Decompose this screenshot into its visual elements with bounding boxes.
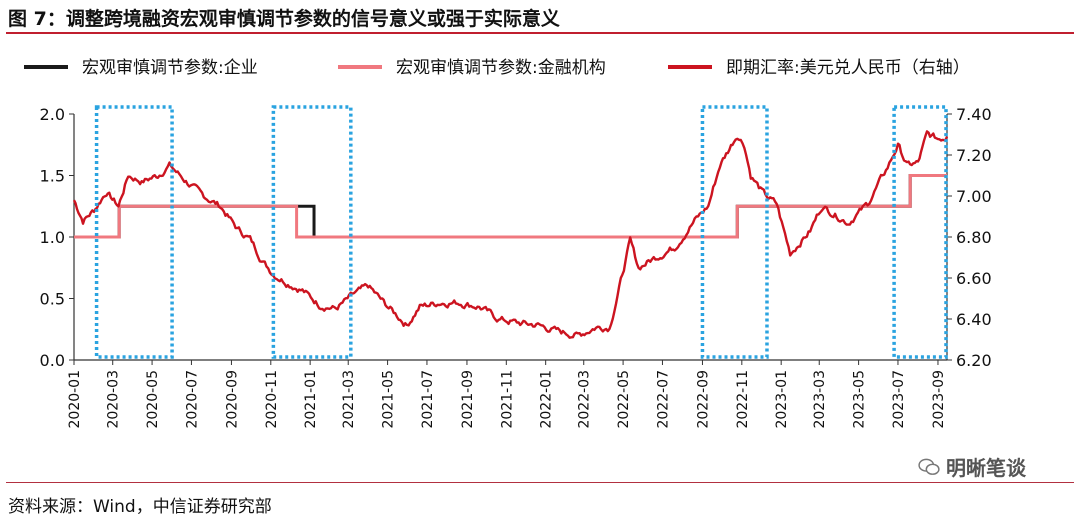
x-tick-label: 2023-01	[774, 370, 790, 429]
x-tick-label: 2021-07	[420, 370, 436, 429]
series-line-fx	[72, 130, 949, 339]
x-tick-label: 2022-05	[616, 370, 632, 429]
y-right-tick-label: 7.40	[956, 105, 992, 124]
source-note: 资料来源：Wind，中信证券研究部	[8, 497, 272, 517]
watermark-text: 明晰笔谈	[946, 456, 1026, 480]
x-tick-label: 2022-03	[577, 370, 593, 429]
legend-label-financial: 宏观审慎调节参数:金融机构	[396, 58, 606, 78]
figure-title: 图 7：调整跨境融资宏观审慎调节参数的信号意义或强于实际意义	[8, 8, 560, 30]
x-tick-label: 2021-03	[341, 370, 357, 429]
x-tick-label: 2023-09	[931, 370, 947, 429]
y-left-tick-label: 1.5	[40, 167, 65, 186]
highlight-box	[892, 105, 948, 359]
title-rule	[6, 32, 1074, 34]
x-tick-label: 2020-05	[145, 370, 161, 429]
y-right-tick-label: 6.60	[956, 269, 992, 288]
source-rule	[6, 482, 1074, 483]
legend-label-enterprise: 宏观审慎调节参数:企业	[82, 58, 258, 78]
series-line-financial	[74, 174, 947, 239]
x-tick-label: 2020-03	[106, 370, 122, 429]
y-right-tick-label: 6.80	[956, 228, 992, 247]
x-tick-label: 2022-09	[695, 370, 711, 429]
chart-legend: 宏观审慎调节参数:企业 宏观审慎调节参数:金融机构 即期汇率:美元兑人民币（右轴…	[24, 58, 970, 78]
wechat-icon	[918, 458, 940, 475]
x-tick-label: 2021-11	[499, 370, 515, 429]
x-tick-label: 2022-07	[655, 370, 671, 429]
y-left-tick-label: 0.0	[40, 351, 65, 370]
x-tick-label: 2021-05	[381, 370, 397, 429]
y-left-tick-label: 1.0	[40, 228, 65, 247]
y-left-tick-label: 2.0	[40, 105, 65, 124]
y-right-tick-label: 7.00	[956, 187, 992, 206]
y-left-tick-label: 0.5	[40, 290, 65, 309]
x-tick-label: 2023-05	[852, 370, 868, 429]
watermark: 明晰笔谈	[918, 452, 1026, 481]
y-right-tick-label: 6.20	[956, 351, 992, 370]
y-right-tick-label: 6.40	[956, 310, 992, 329]
x-tick-label: 2020-11	[264, 370, 280, 429]
highlight-box	[271, 105, 353, 359]
y-right-tick-label: 7.20	[956, 146, 992, 165]
x-tick-label: 2022-11	[735, 370, 751, 429]
x-tick-label: 2023-07	[891, 370, 907, 429]
x-tick-label: 2021-09	[460, 370, 476, 429]
highlight-box	[94, 105, 174, 359]
x-tick-label: 2020-07	[184, 370, 200, 429]
x-tick-label: 2022-01	[539, 370, 555, 429]
x-tick-label: 2023-03	[812, 370, 828, 429]
x-tick-label: 2020-09	[224, 370, 240, 429]
x-tick-label: 2020-01	[67, 370, 83, 429]
highlight-box	[700, 105, 769, 359]
plot-area: 0.0 0.5 1.0 1.5 2.0 6.20 6.40 6.60 6.80 7.00 7.20 7…	[40, 105, 992, 429]
x-tick-label: 2021-01	[303, 370, 319, 429]
legend-label-fx: 即期汇率:美元兑人民币（右轴）	[726, 58, 970, 78]
